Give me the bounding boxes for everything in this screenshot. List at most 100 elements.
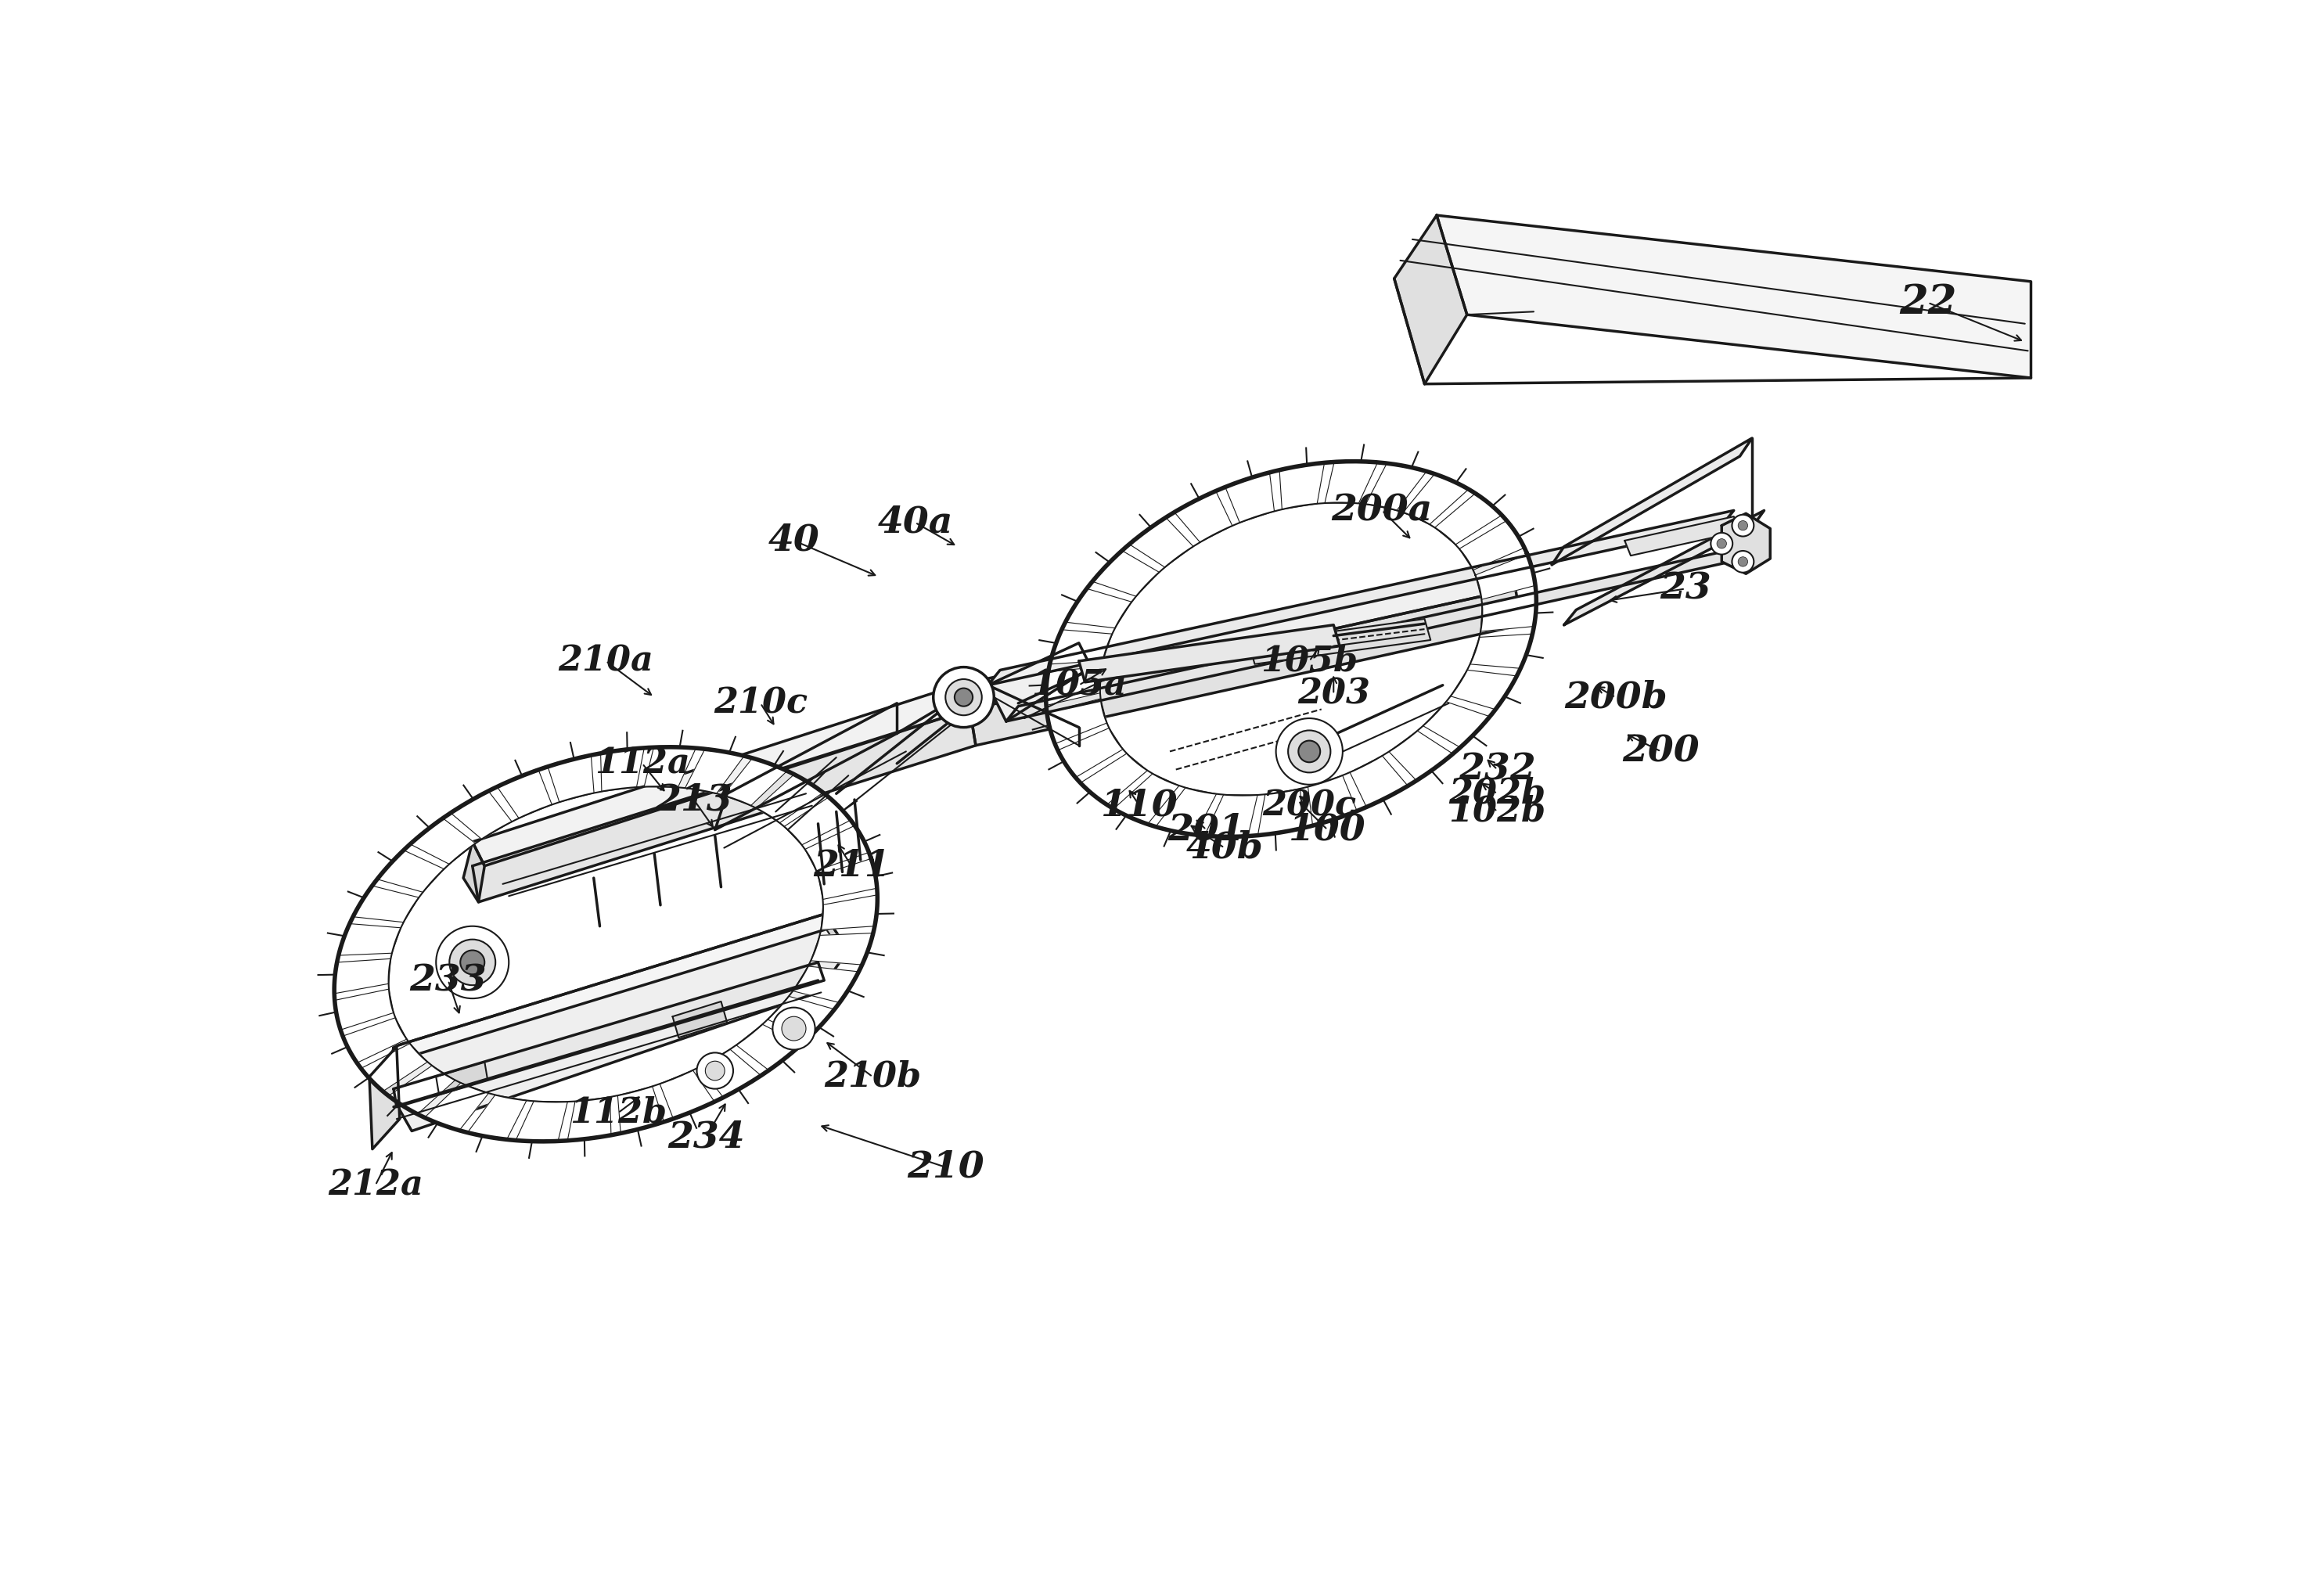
Polygon shape: [1308, 776, 1357, 825]
Polygon shape: [686, 749, 744, 793]
Polygon shape: [1434, 494, 1501, 545]
Circle shape: [934, 667, 995, 728]
Polygon shape: [1204, 795, 1257, 836]
Polygon shape: [497, 769, 551, 819]
Polygon shape: [957, 564, 1515, 709]
Polygon shape: [818, 859, 876, 900]
Text: 102b: 102b: [1448, 795, 1545, 828]
Circle shape: [781, 1016, 806, 1040]
Circle shape: [1287, 730, 1332, 773]
Polygon shape: [437, 1061, 488, 1094]
Polygon shape: [409, 819, 476, 863]
Polygon shape: [660, 1070, 713, 1118]
Circle shape: [704, 1061, 725, 1080]
Circle shape: [1731, 515, 1755, 537]
Polygon shape: [1325, 462, 1378, 503]
Circle shape: [1738, 558, 1748, 567]
Polygon shape: [1050, 629, 1113, 664]
Text: 112b: 112b: [569, 1096, 667, 1129]
Polygon shape: [467, 1094, 528, 1139]
Text: 22: 22: [1899, 282, 1957, 322]
Polygon shape: [1257, 789, 1304, 835]
Polygon shape: [1552, 438, 1752, 564]
Polygon shape: [1350, 755, 1408, 808]
Circle shape: [772, 1007, 816, 1050]
Polygon shape: [353, 886, 418, 922]
Polygon shape: [672, 1002, 727, 1037]
Circle shape: [955, 688, 974, 706]
Polygon shape: [388, 914, 848, 1131]
Polygon shape: [1722, 513, 1771, 573]
Text: 203: 203: [1297, 677, 1369, 710]
Circle shape: [1731, 551, 1755, 572]
Text: 40a: 40a: [878, 505, 953, 540]
Polygon shape: [758, 774, 823, 824]
Polygon shape: [335, 989, 393, 1029]
Circle shape: [946, 679, 981, 715]
Polygon shape: [1064, 588, 1132, 628]
Polygon shape: [1129, 518, 1192, 567]
Text: 211: 211: [813, 847, 890, 884]
Polygon shape: [1459, 521, 1525, 570]
Polygon shape: [1436, 215, 2031, 378]
Text: 200c: 200c: [1262, 789, 1357, 822]
Text: 23: 23: [1659, 570, 1710, 607]
Polygon shape: [1394, 215, 1466, 384]
Polygon shape: [1006, 546, 1745, 722]
Polygon shape: [339, 924, 400, 956]
Polygon shape: [360, 1043, 428, 1091]
Text: 234: 234: [667, 1118, 744, 1155]
Polygon shape: [388, 1066, 456, 1114]
Polygon shape: [700, 1050, 760, 1098]
Circle shape: [437, 926, 509, 999]
Polygon shape: [393, 914, 837, 1059]
Text: 210a: 210a: [558, 644, 653, 679]
Circle shape: [1299, 741, 1320, 763]
Polygon shape: [1564, 510, 1764, 624]
Polygon shape: [737, 1024, 802, 1070]
Polygon shape: [988, 644, 1090, 722]
Polygon shape: [1078, 624, 1339, 682]
Circle shape: [1717, 538, 1727, 548]
Polygon shape: [451, 792, 511, 840]
Polygon shape: [1471, 634, 1532, 669]
Polygon shape: [462, 841, 486, 902]
Polygon shape: [516, 1101, 567, 1141]
Polygon shape: [1281, 462, 1325, 510]
Polygon shape: [1155, 787, 1215, 835]
Polygon shape: [988, 510, 1734, 685]
Polygon shape: [1113, 774, 1178, 824]
Polygon shape: [1057, 728, 1122, 777]
Circle shape: [697, 1053, 732, 1090]
Circle shape: [1738, 521, 1748, 530]
Text: 105b: 105b: [1260, 644, 1357, 679]
Polygon shape: [618, 1086, 665, 1133]
Polygon shape: [1092, 551, 1160, 596]
Text: 213: 213: [655, 782, 732, 817]
Polygon shape: [1476, 554, 1536, 599]
Polygon shape: [342, 1018, 407, 1063]
Polygon shape: [1480, 593, 1536, 631]
Polygon shape: [1046, 699, 1106, 744]
Polygon shape: [783, 796, 851, 844]
Polygon shape: [792, 967, 858, 1002]
Polygon shape: [1422, 703, 1490, 747]
Text: 210b: 210b: [825, 1059, 920, 1094]
Text: 100: 100: [1290, 812, 1367, 847]
Polygon shape: [1225, 473, 1274, 523]
Circle shape: [1710, 532, 1734, 554]
Polygon shape: [335, 959, 390, 994]
Text: 201: 201: [1167, 812, 1246, 847]
Text: 40b: 40b: [1185, 830, 1262, 867]
Polygon shape: [425, 1083, 488, 1131]
Text: 112a: 112a: [595, 747, 690, 781]
Polygon shape: [723, 758, 788, 806]
Text: 210c: 210c: [713, 687, 806, 720]
Text: 202b: 202b: [1448, 777, 1545, 811]
Text: 200a: 200a: [1332, 492, 1432, 529]
Polygon shape: [1367, 464, 1427, 510]
Text: 233: 233: [409, 962, 486, 999]
Polygon shape: [1248, 620, 1432, 664]
Polygon shape: [820, 895, 878, 930]
Text: 200: 200: [1622, 733, 1699, 769]
